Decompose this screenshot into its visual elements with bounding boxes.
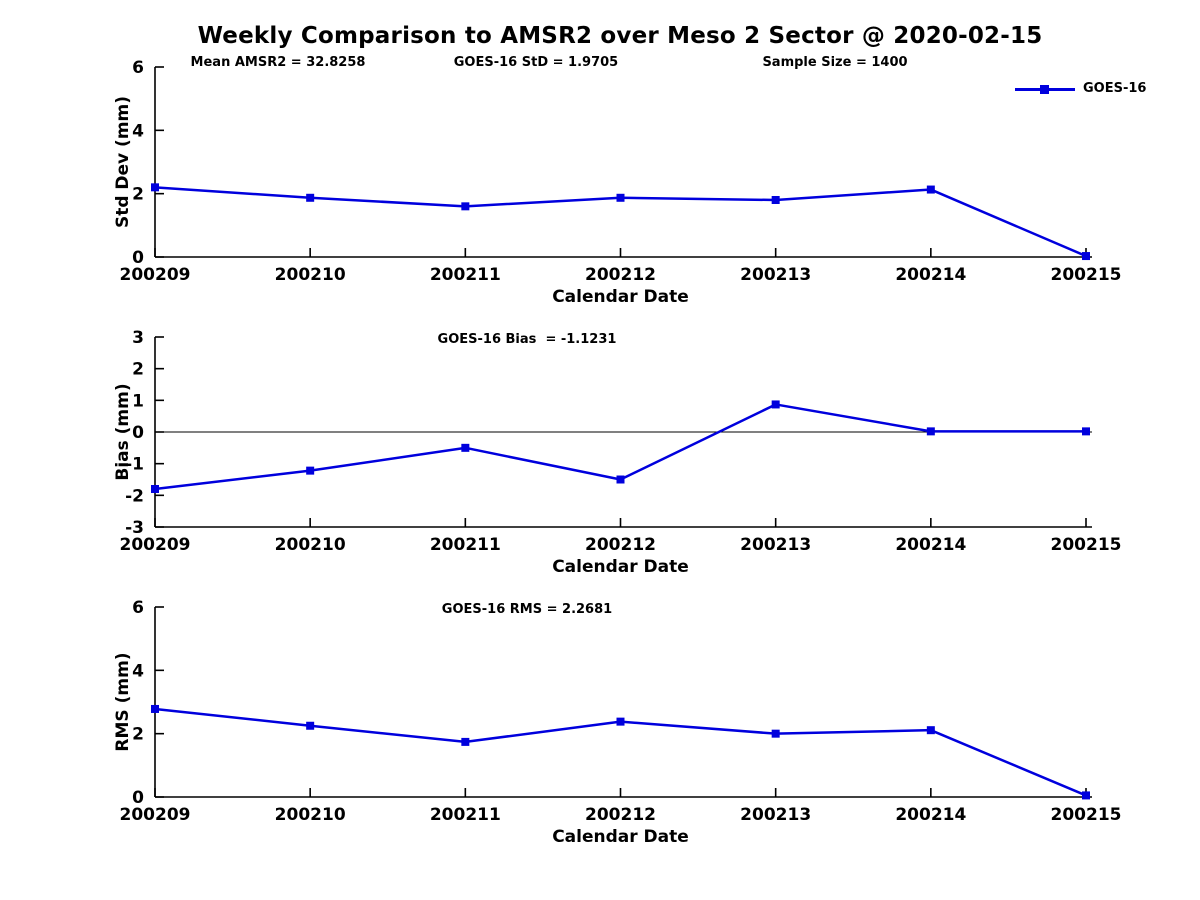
x-tick-label: 200213 xyxy=(740,265,811,285)
subplot-annotation: GOES-16 Bias = -1.1231 xyxy=(438,332,617,347)
x-tick-label: 200209 xyxy=(120,805,191,825)
data-point-marker xyxy=(306,193,315,202)
x-tick-label: 200211 xyxy=(430,265,501,285)
data-point-marker xyxy=(306,721,315,730)
y-tick-label: 2 xyxy=(132,185,144,205)
stat-mean-amsr2: Mean AMSR2 = 32.8258 xyxy=(190,55,366,70)
legend-line xyxy=(1015,84,1075,94)
data-point-marker xyxy=(616,717,625,726)
subplot-rms: 0 2 4 6 200209 200210 200211 200212 200213 200214… xyxy=(113,598,1121,847)
subplot-annotation: GOES-16 RMS = 2.2681 xyxy=(442,602,612,617)
y-tick-label: -2 xyxy=(125,486,144,506)
x-tick-label: 200215 xyxy=(1051,265,1122,285)
figure-title: Weekly Comparison to AMSR2 over Meso 2 S… xyxy=(197,23,1043,49)
stat-goes16-std: GOES-16 StD = 1.9705 xyxy=(453,55,619,70)
y-tick-label: 4 xyxy=(132,661,144,681)
data-point-marker xyxy=(1082,252,1090,261)
subplot-std-dev: 0 2 4 6 200209 200210 200211 200212 200213 200214… xyxy=(113,58,1121,307)
data-point-marker xyxy=(771,729,780,738)
data-point-marker xyxy=(616,475,625,484)
data-point-marker xyxy=(151,704,159,713)
x-tick-label: 200211 xyxy=(430,535,501,555)
y-tick-label: 6 xyxy=(132,598,144,618)
data-point-marker xyxy=(926,185,935,194)
data-point-marker xyxy=(461,737,470,746)
y-axis-title: Bias (mm) xyxy=(113,383,133,480)
stat-sample-size: Sample Size = 1400 xyxy=(762,55,908,70)
x-tick-label: 200210 xyxy=(275,265,346,285)
x-tick-label: 200214 xyxy=(895,805,966,825)
data-point-marker xyxy=(461,443,470,452)
x-tick-label: 200211 xyxy=(430,805,501,825)
data-point-marker xyxy=(926,726,935,735)
x-axis-title: Calendar Date xyxy=(552,557,689,577)
x-tick-label: 200209 xyxy=(120,265,191,285)
x-axis-title: Calendar Date xyxy=(552,827,689,847)
x-tick-label: 200210 xyxy=(275,805,346,825)
y-tick-label: -1 xyxy=(125,455,144,475)
square-marker-icon xyxy=(1040,84,1049,94)
y-tick-label: -3 xyxy=(125,518,144,538)
x-tick-label: 200213 xyxy=(740,805,811,825)
x-tick-label: 200215 xyxy=(1051,805,1122,825)
data-point-marker xyxy=(926,427,935,436)
x-tick-label: 200209 xyxy=(120,535,191,555)
y-axis-title: Std Dev (mm) xyxy=(113,96,133,228)
x-tick-label: 200212 xyxy=(585,265,656,285)
data-point-marker xyxy=(151,485,159,493)
data-point-marker xyxy=(151,183,159,192)
y-tick-label: 2 xyxy=(132,725,144,745)
x-tick-label: 200210 xyxy=(275,535,346,555)
data-point-marker xyxy=(1082,791,1090,800)
y-tick-label: 1 xyxy=(132,391,144,411)
data-point-marker xyxy=(1082,427,1090,436)
y-axis-title: RMS (mm) xyxy=(113,652,133,751)
y-tick-label: 6 xyxy=(132,58,144,78)
data-point-marker xyxy=(461,202,470,211)
x-tick-label: 200214 xyxy=(895,535,966,555)
x-axis-title: Calendar Date xyxy=(552,287,689,307)
data-point-marker xyxy=(771,400,780,409)
x-tick-label: 200212 xyxy=(585,805,656,825)
legend: GOES-16 xyxy=(1015,82,1146,96)
data-point-marker xyxy=(306,466,315,475)
y-tick-label: 0 xyxy=(132,248,144,268)
y-tick-label: 0 xyxy=(132,423,144,443)
x-tick-label: 200214 xyxy=(895,265,966,285)
data-point-marker xyxy=(616,193,625,202)
y-tick-label: 0 xyxy=(132,788,144,808)
y-tick-label: 4 xyxy=(132,121,144,141)
x-tick-label: 200212 xyxy=(585,535,656,555)
y-tick-label: 2 xyxy=(132,360,144,380)
y-tick-label: 3 xyxy=(132,328,144,348)
data-point-marker xyxy=(771,196,780,204)
x-tick-label: 200213 xyxy=(740,535,811,555)
x-tick-label: 200215 xyxy=(1051,535,1122,555)
legend-label: GOES-16 xyxy=(1083,81,1147,96)
